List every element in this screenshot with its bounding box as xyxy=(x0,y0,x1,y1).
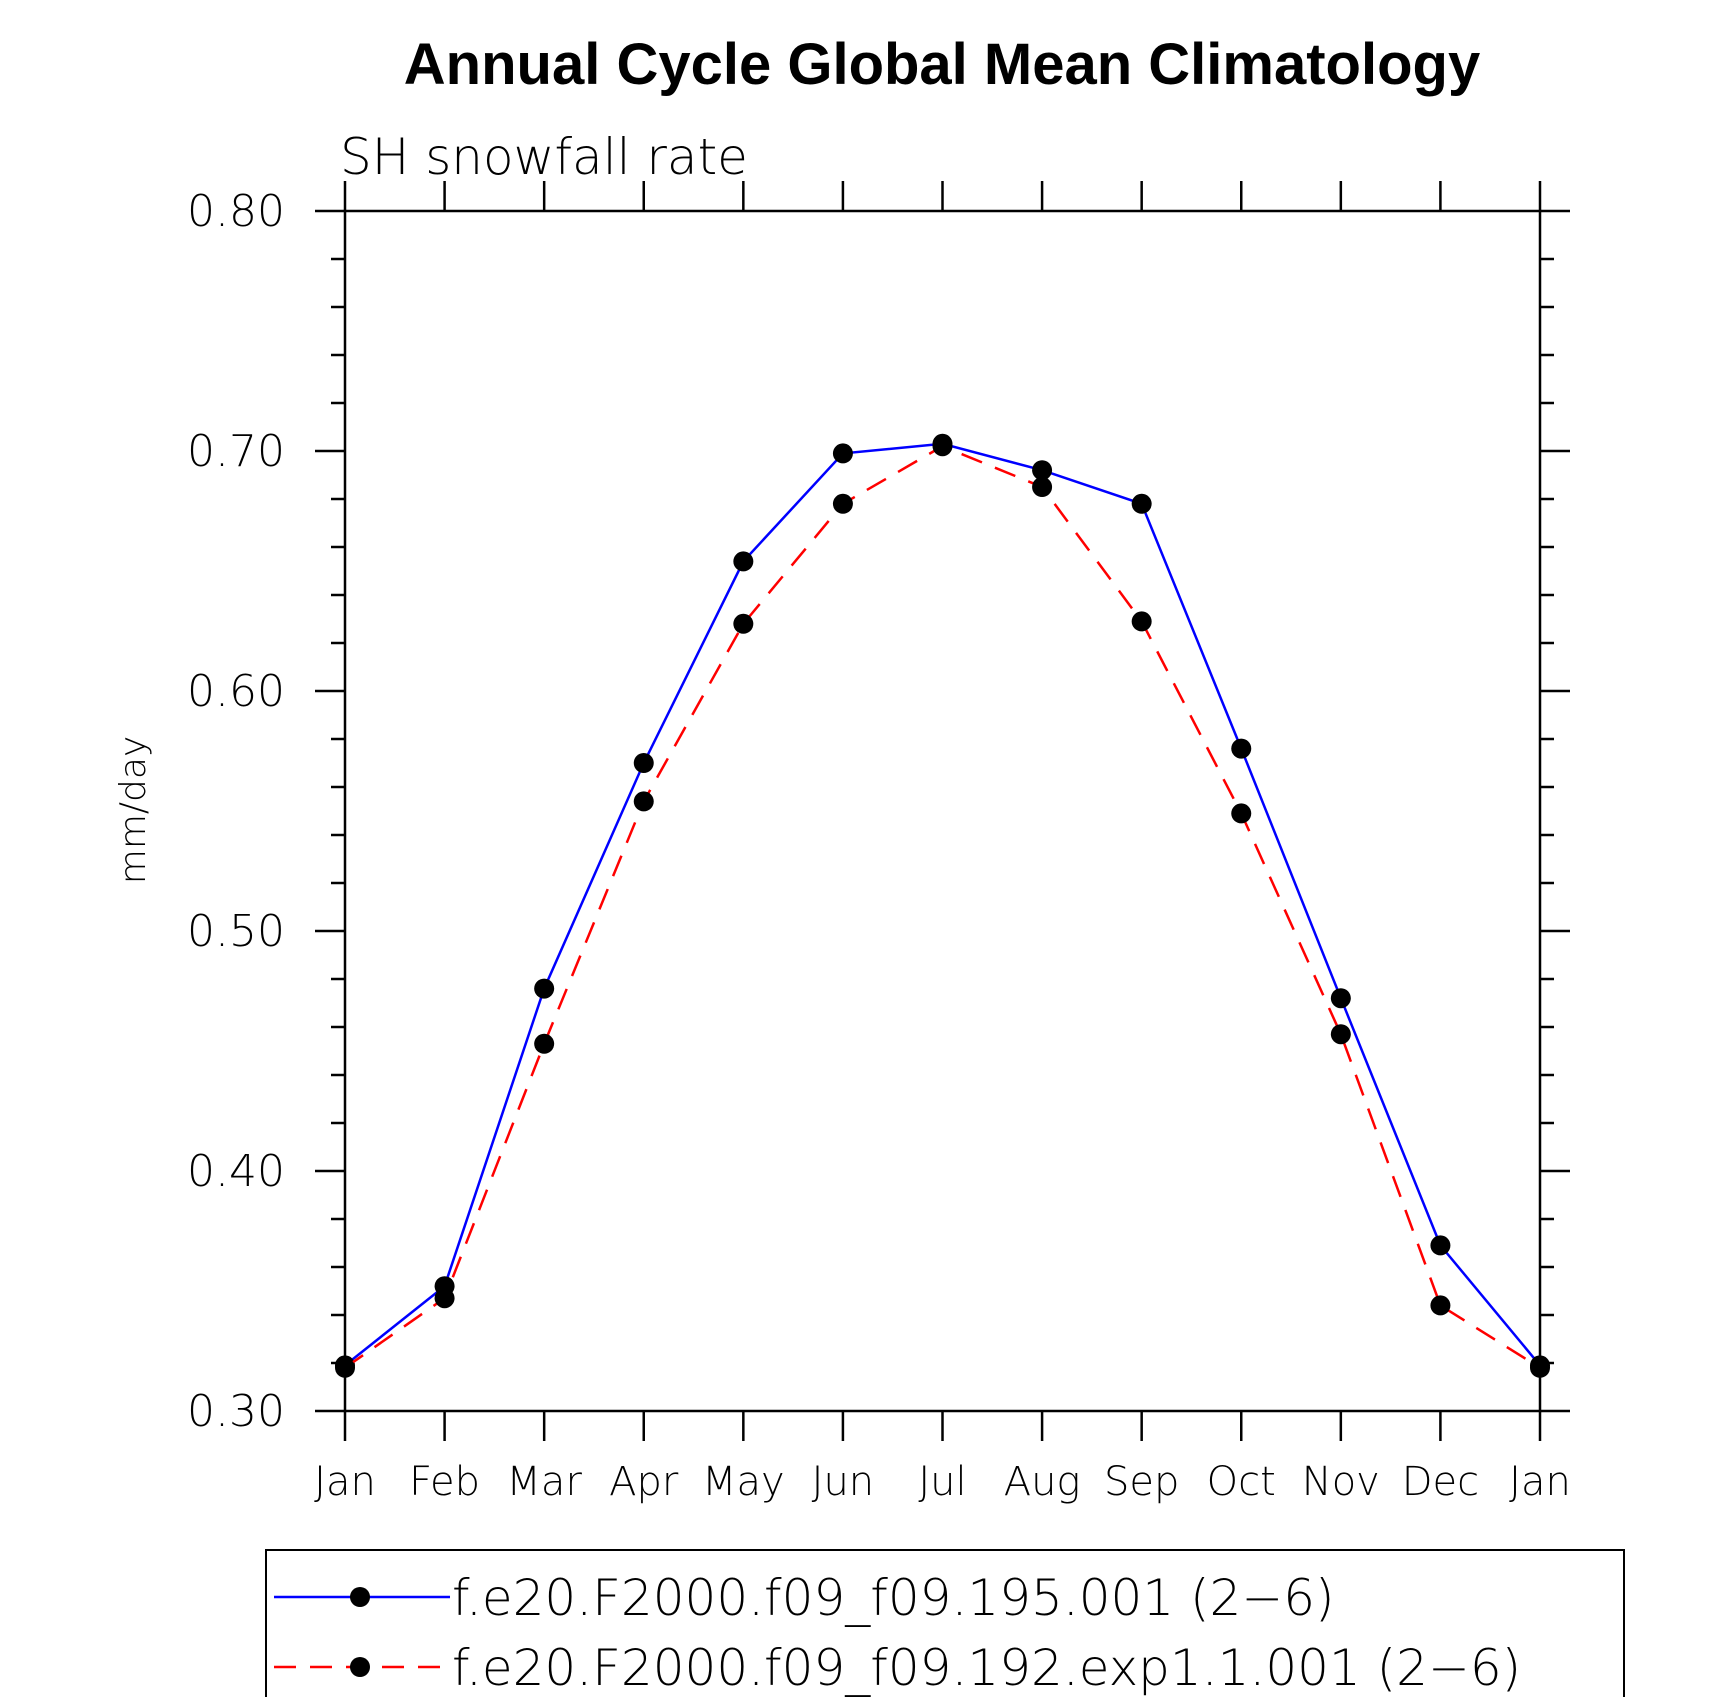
x-tick-label: Nov xyxy=(1302,1459,1380,1505)
legend: f.e20.F2000.f09_f09.195.001 (2−6) f.e20.F… xyxy=(265,1549,1625,1697)
series-1-point xyxy=(1330,988,1351,1009)
x-tick-label: Jul xyxy=(918,1459,966,1505)
x-tick-label: Oct xyxy=(1207,1459,1276,1505)
series-1-point xyxy=(534,978,555,999)
series-2-point xyxy=(1330,1024,1351,1045)
legend-label-2: f.e20.F2000.f09_f09.192.exp1.1.001 (2−6) xyxy=(452,1639,1521,1697)
chart-subtitle: SH snowfall rate xyxy=(340,128,748,186)
plot-frame xyxy=(343,209,1542,1413)
x-tick-label: Mar xyxy=(506,1459,582,1505)
x-tick-label: Apr xyxy=(609,1459,679,1505)
series-1-point xyxy=(1231,738,1252,759)
series-2-point xyxy=(932,436,953,457)
legend-marker-2 xyxy=(350,1657,370,1677)
x-tick-label: Sep xyxy=(1104,1459,1179,1505)
y-tick-label: 0.60 xyxy=(187,666,285,717)
series-2-point xyxy=(534,1033,555,1054)
series-2-point xyxy=(1430,1295,1451,1316)
y-axis-label: mm/day xyxy=(113,736,154,884)
series-2-point xyxy=(633,791,654,812)
series-1-point xyxy=(1131,493,1152,514)
series-2-point xyxy=(832,493,853,514)
y-tick-label: 0.50 xyxy=(187,906,285,957)
series-2-point xyxy=(1231,803,1252,824)
series-2-point xyxy=(1032,477,1053,497)
series-1-point xyxy=(1430,1235,1451,1256)
y-tick-label: 0.40 xyxy=(187,1146,285,1197)
legend-label-1: f.e20.F2000.f09_f09.195.001 (2−6) xyxy=(452,1569,1335,1627)
x-tick-label: Jan xyxy=(1509,1459,1571,1505)
series-1-point xyxy=(832,443,853,464)
x-tick-label: May xyxy=(702,1459,785,1505)
y-tick-label: 0.80 xyxy=(187,186,285,237)
legend-marker-1 xyxy=(350,1587,370,1607)
axes: 0.30 0.40 0.50 0.60 0.70 0.80 Jan Feb Mar Apr May J… xyxy=(187,181,1571,1505)
series-2-point xyxy=(733,613,754,634)
x-tick-label: Jan xyxy=(314,1459,376,1505)
x-tick-label: Dec xyxy=(1402,1459,1479,1505)
chart-title: Annual Cycle Global Mean Climatology xyxy=(404,32,1480,97)
series-2-point xyxy=(1131,611,1152,632)
series-1-point xyxy=(1032,460,1053,481)
x-tick-label: Feb xyxy=(409,1459,480,1505)
series-line-2 xyxy=(344,444,1541,1369)
series-2-point xyxy=(335,1357,355,1378)
y-tick-label: 0.70 xyxy=(187,426,285,477)
series-2-point xyxy=(434,1288,455,1309)
y-tick-label: 0.30 xyxy=(187,1386,285,1437)
x-tick-label: Aug xyxy=(1004,1459,1081,1505)
legend-box xyxy=(265,1549,1625,1697)
series-line-1 xyxy=(344,442,1541,1367)
plot-area xyxy=(335,433,1550,1378)
series-1-point xyxy=(633,753,654,773)
x-tick-label: Jun xyxy=(812,1459,875,1505)
series-1-point xyxy=(733,551,754,572)
series-2-point xyxy=(1530,1357,1550,1378)
